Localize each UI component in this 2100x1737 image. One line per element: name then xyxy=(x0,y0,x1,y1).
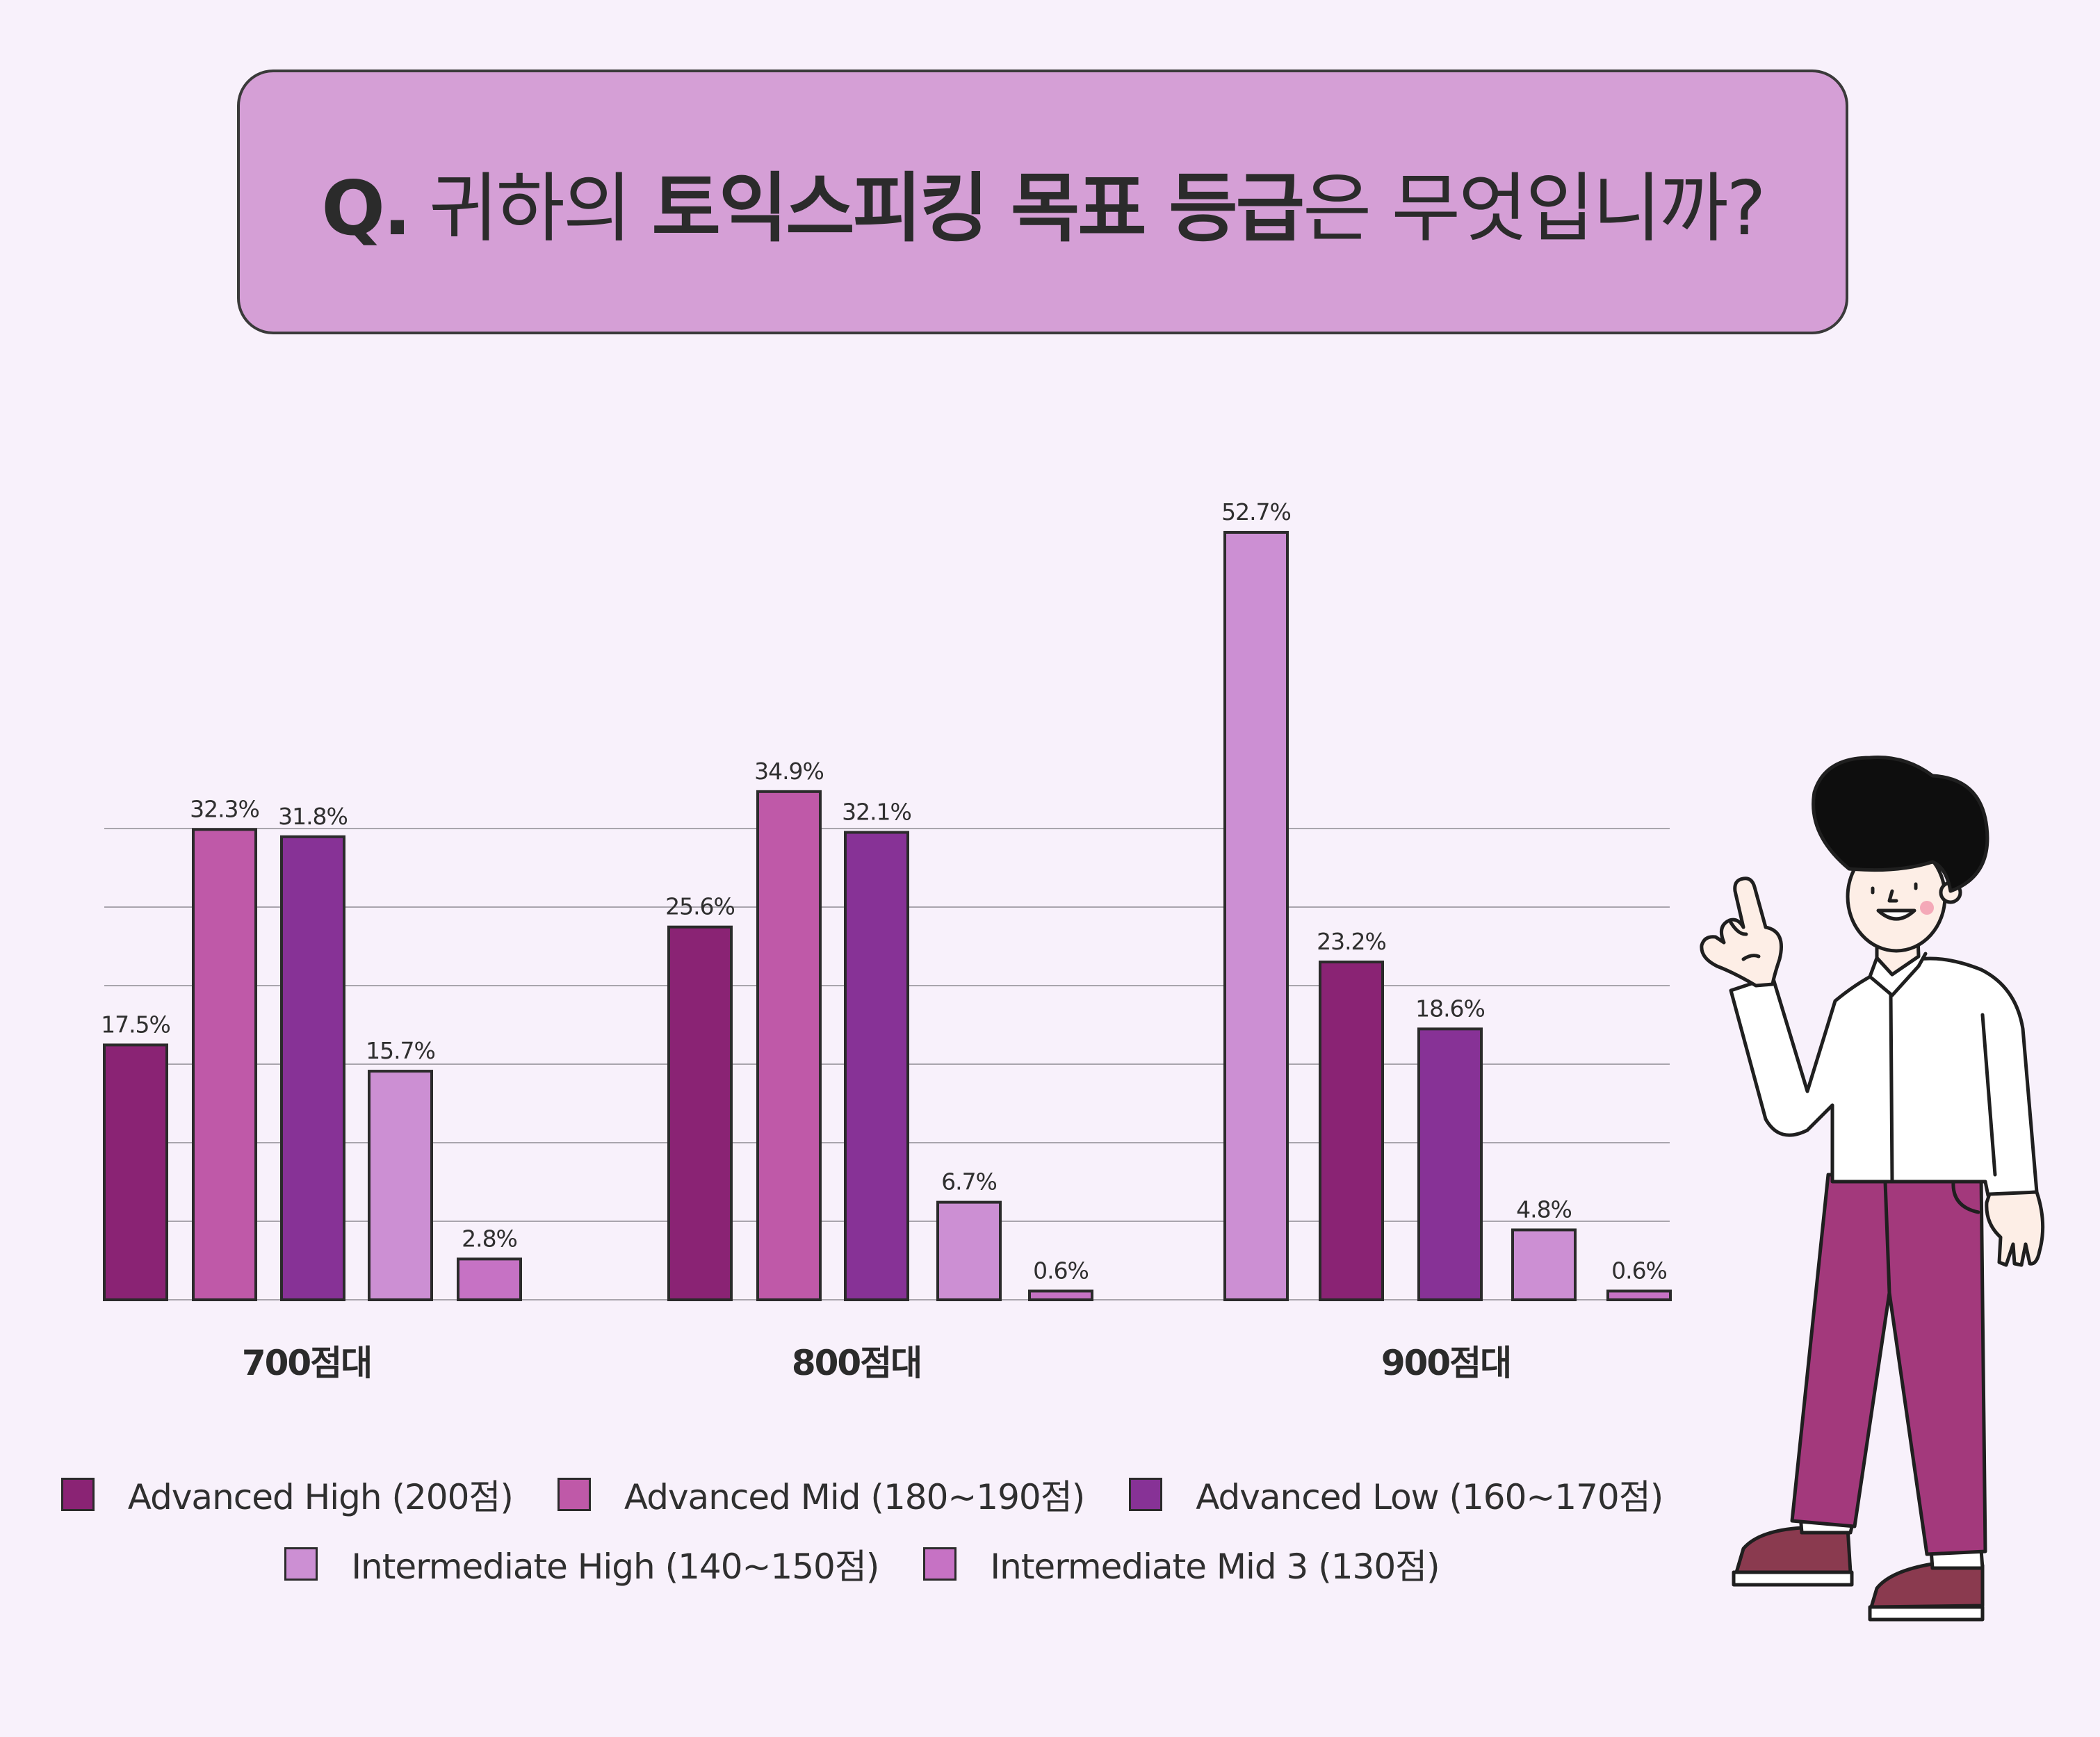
question-text-bold: 토익스피킹 목표 등급 xyxy=(651,165,1304,252)
bar xyxy=(756,790,822,1301)
data-label: 52.7% xyxy=(1221,498,1291,525)
pointing-student-illustration xyxy=(1700,756,2045,1622)
legend-swatch xyxy=(60,1478,95,1511)
data-label: 15.7% xyxy=(366,1037,435,1064)
legend-label: Intermediate High (140~150점) xyxy=(351,1547,879,1587)
question-text-2: 은 무엇입니까? xyxy=(1302,165,1766,252)
legend-swatch xyxy=(1129,1478,1163,1511)
data-label: 32.1% xyxy=(842,799,911,826)
legend-item-advanced-high: Advanced High (200점) xyxy=(60,1469,514,1519)
bar xyxy=(457,1257,522,1301)
legend-item-advanced-low: Advanced Low (160~170점) xyxy=(1129,1469,1663,1519)
legend-label: Advanced Low (160~170점) xyxy=(1196,1477,1663,1517)
question-title: Q. 귀하의 토익스피킹 목표 등급은 무엇입니까? xyxy=(321,148,1766,256)
question-box: Q. 귀하의 토익스피킹 목표 등급은 무엇입니까? xyxy=(237,70,1848,334)
right-hand xyxy=(1985,1190,2045,1267)
data-label: 17.5% xyxy=(101,1011,170,1038)
legend-row-2: Intermediate High (140~150점) Intermediat… xyxy=(0,1529,1724,1599)
category-labels: 700점대 800점대 900점대 xyxy=(242,1343,1512,1383)
bar xyxy=(1319,960,1384,1301)
legend-item-intermediate-high: Intermediate High (140~150점) xyxy=(284,1539,879,1589)
shirt xyxy=(1729,956,2039,1198)
bar xyxy=(667,925,733,1302)
legend: Advanced High (200점) Advanced Mid (180~1… xyxy=(0,1460,1724,1599)
data-label: 32.3% xyxy=(190,795,259,822)
bar xyxy=(192,828,257,1301)
bar xyxy=(1028,1289,1093,1302)
data-label: 25.6% xyxy=(665,893,735,920)
right-shoe xyxy=(1869,1562,1985,1609)
data-label: 18.6% xyxy=(1415,995,1485,1022)
bar xyxy=(1606,1289,1672,1302)
bar xyxy=(936,1200,1002,1302)
question-text-1: 귀하의 xyxy=(429,165,652,252)
legend-item-advanced-mid: Advanced Mid (180~190점) xyxy=(557,1469,1085,1519)
category-label: 800점대 xyxy=(792,1343,921,1383)
bar xyxy=(1223,530,1289,1301)
data-label: 2.8% xyxy=(462,1225,517,1252)
legend-row-1: Advanced High (200점) Advanced Mid (180~1… xyxy=(0,1460,1724,1529)
data-label: 23.2% xyxy=(1317,928,1386,955)
bar xyxy=(280,835,345,1302)
pants xyxy=(1790,1173,1987,1556)
data-label: 34.9% xyxy=(754,758,824,785)
legend-swatch xyxy=(284,1547,318,1581)
legend-label: Intermediate Mid 3 (130점) xyxy=(990,1547,1440,1587)
data-label: 6.7% xyxy=(941,1168,997,1196)
hair xyxy=(1812,756,1989,893)
bar xyxy=(1511,1228,1577,1301)
legend-swatch xyxy=(557,1478,591,1511)
bar xyxy=(103,1043,168,1301)
data-label: 31.8% xyxy=(278,803,348,830)
bar xyxy=(844,831,909,1301)
category-label: 900점대 xyxy=(1381,1343,1511,1383)
bars xyxy=(103,530,1672,1302)
bar xyxy=(368,1070,433,1301)
data-label: 0.6% xyxy=(1033,1257,1089,1284)
left-shoe xyxy=(1734,1526,1853,1574)
value-labels: 17.5% 32.3% 31.8% 15.7% 2.8% 25.6% 34.9% 32.1% 6… xyxy=(101,498,1668,1284)
legend-label: Advanced Mid (180~190점) xyxy=(624,1477,1085,1517)
data-label: 4.8% xyxy=(1516,1196,1572,1223)
category-label: 700점대 xyxy=(242,1343,371,1383)
question-prefix: Q. xyxy=(321,165,412,252)
bar xyxy=(1417,1027,1483,1301)
legend-swatch xyxy=(923,1547,957,1581)
data-label: 0.6% xyxy=(1611,1257,1667,1284)
legend-item-intermediate-mid-3: Intermediate Mid 3 (130점) xyxy=(923,1539,1440,1589)
legend-label: Advanced High (200점) xyxy=(127,1477,514,1517)
